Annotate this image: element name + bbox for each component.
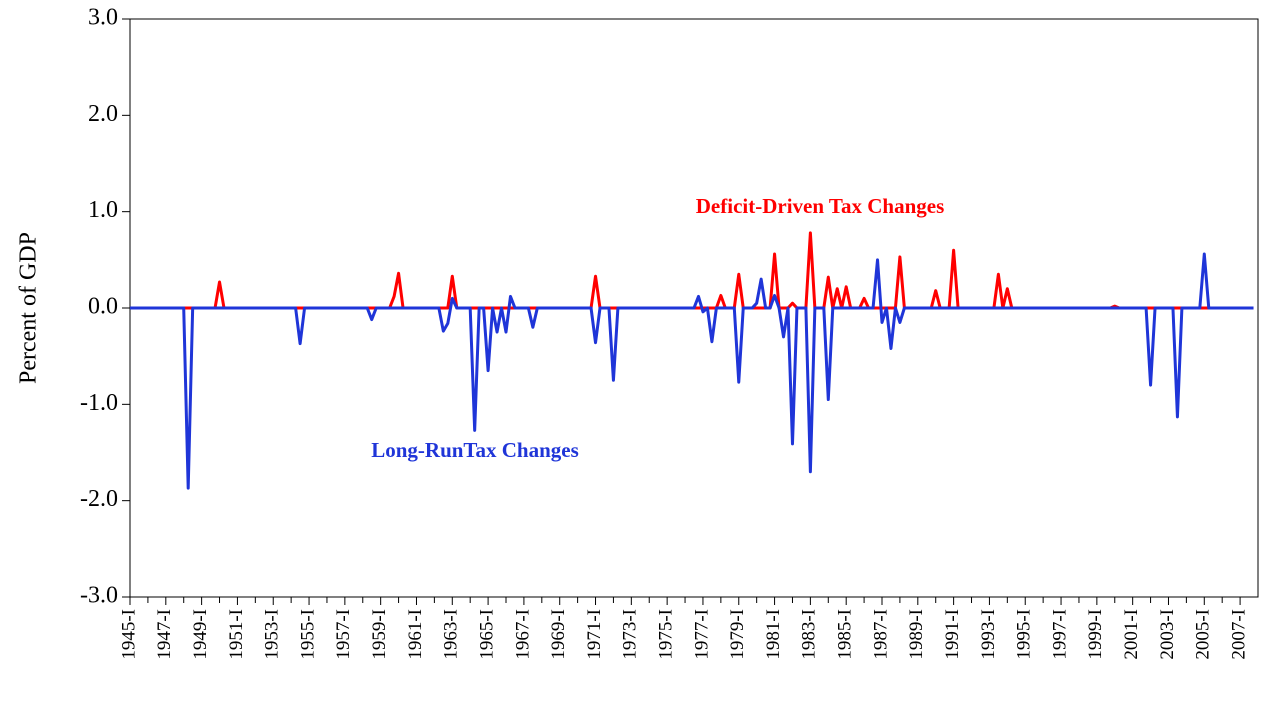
series-label: Long-RunTax Changes bbox=[371, 438, 579, 462]
y-tick-label: 0.0 bbox=[88, 294, 118, 320]
series-line bbox=[130, 231, 1254, 310]
x-tick-label: 1959-I bbox=[369, 609, 390, 660]
x-tick-label: 1975-I bbox=[656, 609, 677, 660]
y-axis-title: Percent of GDP bbox=[16, 232, 42, 384]
x-tick-label: 1971-I bbox=[584, 609, 605, 660]
x-tick-label: 1951-I bbox=[226, 609, 247, 660]
y-tick-label: 1.0 bbox=[88, 197, 118, 223]
x-tick-label: 1999-I bbox=[1085, 609, 1106, 660]
x-tick-label: 2007-I bbox=[1228, 609, 1249, 660]
x-tick-label: 1961-I bbox=[405, 609, 426, 660]
x-tick-label: 1973-I bbox=[620, 609, 641, 660]
x-tick-label: 1945-I bbox=[118, 609, 139, 660]
x-tick-label: 1995-I bbox=[1014, 609, 1035, 660]
y-tick-label: 3.0 bbox=[88, 5, 118, 31]
x-tick-label: 1965-I bbox=[476, 609, 497, 660]
series-line bbox=[130, 252, 1254, 490]
x-tick-label: 1947-I bbox=[154, 609, 175, 660]
x-tick-label: 1993-I bbox=[978, 609, 999, 660]
x-tick-label: 1963-I bbox=[441, 609, 462, 660]
y-tick-label: -1.0 bbox=[80, 390, 118, 416]
x-tick-label: 1953-I bbox=[262, 609, 283, 660]
x-tick-label: 1981-I bbox=[763, 609, 784, 660]
x-tick-label: 1991-I bbox=[942, 609, 963, 660]
x-tick-label: 1949-I bbox=[190, 609, 211, 660]
series-label: Deficit-Driven Tax Changes bbox=[696, 194, 945, 218]
x-tick-label: 1967-I bbox=[512, 609, 533, 660]
x-tick-label: 1969-I bbox=[548, 609, 569, 660]
x-tick-label: 1977-I bbox=[691, 609, 712, 660]
y-tick-label: -3.0 bbox=[80, 583, 118, 609]
x-tick-label: 1979-I bbox=[727, 609, 748, 660]
x-tick-label: 1989-I bbox=[906, 609, 927, 660]
x-tick-label: 2005-I bbox=[1193, 609, 1214, 660]
y-tick-label: -2.0 bbox=[80, 486, 118, 512]
x-tick-label: 1987-I bbox=[870, 609, 891, 660]
x-tick-label: 1957-I bbox=[333, 609, 354, 660]
x-tick-label: 2003-I bbox=[1157, 609, 1178, 660]
y-tick-label: 2.0 bbox=[88, 101, 118, 127]
x-tick-label: 1983-I bbox=[799, 609, 820, 660]
x-tick-label: 1997-I bbox=[1049, 609, 1070, 660]
x-tick-label: 1955-I bbox=[297, 609, 318, 660]
x-tick-label: 2001-I bbox=[1121, 609, 1142, 660]
x-tick-label: 1985-I bbox=[835, 609, 856, 660]
